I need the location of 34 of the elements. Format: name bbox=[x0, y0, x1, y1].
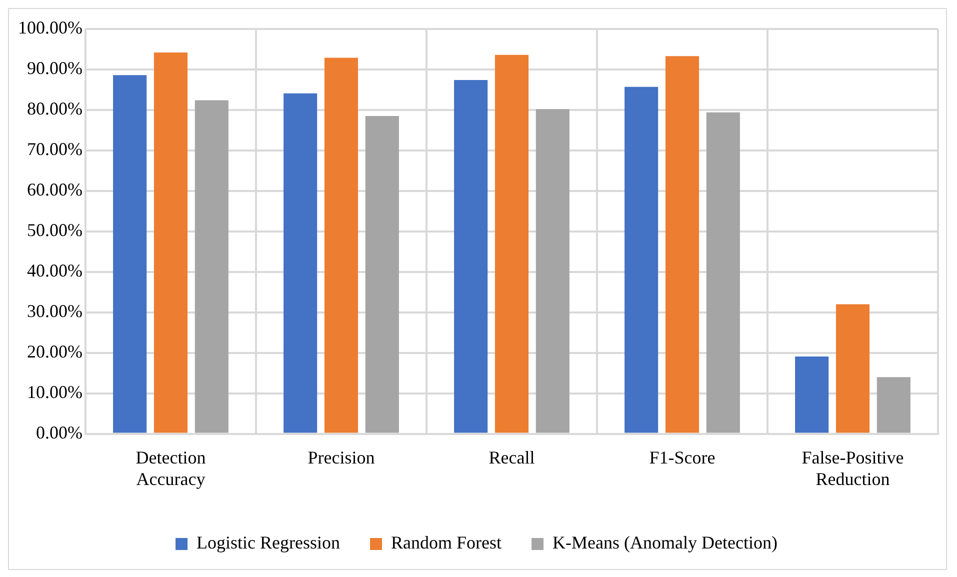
y-tick-label: 20.00% bbox=[26, 342, 82, 362]
y-tick-label: 80.00% bbox=[26, 98, 82, 119]
legend-label: Random Forest bbox=[391, 532, 502, 553]
bar bbox=[706, 112, 740, 433]
y-tick-label: 10.00% bbox=[26, 382, 82, 402]
bar bbox=[454, 80, 488, 433]
y-tick-label: 70.00% bbox=[26, 139, 82, 160]
x-tick-label: Detection Accuracy bbox=[136, 447, 206, 489]
y-tick-label: 0.00% bbox=[36, 422, 82, 443]
x-tick-label: F1-Score bbox=[649, 447, 716, 468]
x-tick-label: Recall bbox=[488, 447, 535, 468]
y-tick-label: 90.00% bbox=[26, 58, 82, 78]
bar bbox=[194, 100, 228, 433]
bar bbox=[536, 109, 570, 433]
bar bbox=[876, 377, 910, 433]
y-tick-label: 100.00% bbox=[18, 18, 82, 38]
y-tick-label: 50.00% bbox=[26, 220, 82, 240]
y-tick-label: 40.00% bbox=[26, 260, 82, 281]
x-tick-label: False-Positive Reduction bbox=[802, 447, 904, 489]
bar bbox=[284, 93, 318, 433]
legend-label: Logistic Regression bbox=[196, 532, 340, 553]
x-tick-label: Precision bbox=[308, 447, 375, 468]
bar bbox=[113, 75, 147, 433]
y-tick-label: 30.00% bbox=[26, 301, 82, 322]
legend-label: K-Means (Anomaly Detection) bbox=[552, 532, 778, 553]
bar bbox=[665, 56, 700, 433]
bar bbox=[836, 304, 870, 433]
bar bbox=[324, 58, 358, 433]
bar bbox=[624, 86, 658, 433]
bar bbox=[154, 52, 188, 433]
bar bbox=[795, 356, 829, 433]
y-tick-label: 60.00% bbox=[26, 180, 82, 200]
bar bbox=[365, 116, 399, 433]
bar bbox=[494, 54, 529, 433]
